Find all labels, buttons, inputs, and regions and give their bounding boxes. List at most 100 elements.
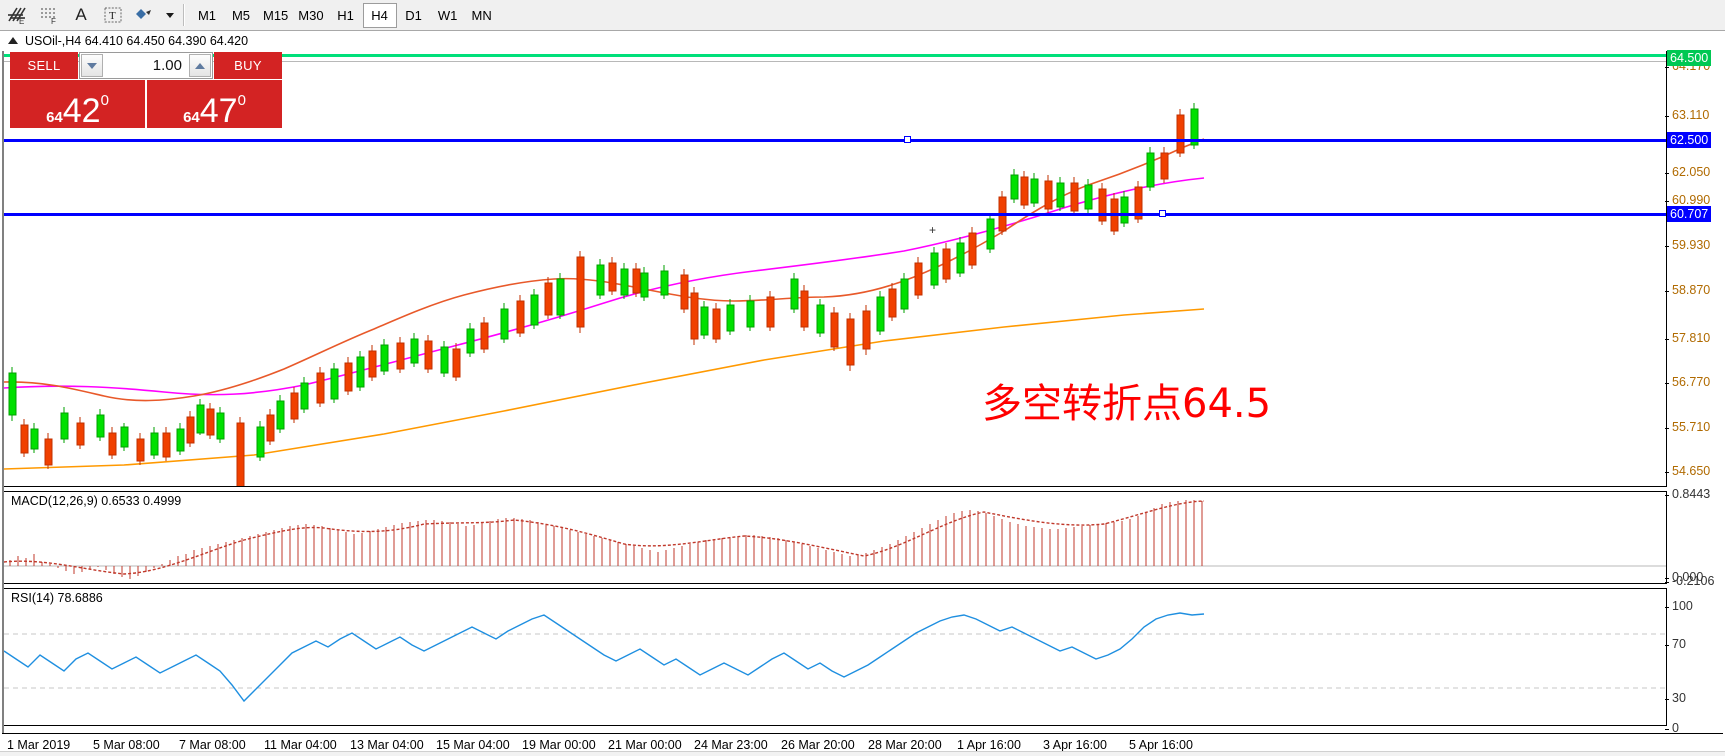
medium-ma-line: [4, 177, 1205, 396]
volume-stepper[interactable]: 1.00: [79, 52, 213, 79]
main-toolbar: E F A T: [0, 0, 1725, 31]
sell-price-main: 42: [62, 92, 101, 130]
expert-advisors-icon[interactable]: E: [2, 2, 32, 29]
svg-text:T: T: [109, 10, 116, 22]
timeframe-mn[interactable]: MN: [471, 7, 492, 23]
price-tick: 55.710: [1665, 420, 1710, 434]
chevron-up-icon: [195, 62, 205, 69]
time-axis[interactable]: 1 Mar 2019 5 Mar 08:00 7 Mar 08:00 11 Ma…: [2, 733, 1723, 756]
price-tick: 60.990: [1665, 193, 1710, 207]
rsi-chart-svg: [4, 612, 1666, 703]
volume-decrease-button[interactable]: [81, 54, 103, 77]
crosshair-marker: +: [929, 223, 937, 237]
slow-ma-line: [4, 308, 1205, 470]
rsi-scale-0: 0: [1665, 721, 1679, 735]
volume-input[interactable]: 1.00: [152, 57, 182, 74]
rsi-line: [4, 612, 1205, 703]
window-footer: [0, 751, 1725, 756]
time-label: 26 Mar 20:00: [781, 738, 855, 752]
buy-price-fraction: 0: [237, 92, 246, 109]
timeframe-w1[interactable]: W1: [437, 7, 458, 23]
trade-panel-price-row: 64 42 0 64 47 0: [10, 80, 282, 128]
price-scale[interactable]: 64.170 63.110 62.050 60.990 59.930 58.87…: [1665, 50, 1723, 735]
macd-scale-bottom: -0.2106: [1665, 574, 1714, 588]
time-label: 7 Mar 08:00: [179, 738, 246, 752]
svg-text:F: F: [51, 17, 56, 25]
text-box-icon[interactable]: T: [98, 2, 128, 29]
indicators-grid-icon[interactable]: F: [34, 2, 64, 29]
objects-dropdown-caret[interactable]: [162, 2, 178, 29]
price-tick: 54.650: [1665, 464, 1710, 478]
time-label: 5 Mar 08:00: [93, 738, 160, 752]
buy-button[interactable]: BUY: [214, 52, 282, 79]
sell-price-prefix: 64: [46, 109, 63, 126]
macd-chart-svg: [4, 500, 1666, 579]
timeframe-m15[interactable]: M15: [263, 7, 289, 23]
price-pane[interactable]: + 多空转折点64.5: [4, 51, 1667, 487]
buy-price-main: 47: [199, 92, 238, 130]
bid-price-badge: 64.500: [1667, 50, 1712, 66]
candlestick-series: [8, 103, 1199, 486]
svg-text:E: E: [19, 17, 24, 25]
bid-price-line[interactable]: [4, 54, 1666, 57]
level-badge-60707[interactable]: 60.707: [1667, 206, 1712, 222]
time-label: 11 Mar 04:00: [264, 738, 337, 752]
chart-area[interactable]: + 多空转折点64.5 MACD(12,26,9) 0.6533 0.4999: [2, 50, 1723, 735]
time-label: 24 Mar 23:00: [694, 738, 768, 752]
time-label: 3 Apr 16:00: [1043, 738, 1107, 752]
rsi-label: RSI(14) 78.6886: [9, 591, 105, 605]
rsi-scale-100: 100: [1665, 599, 1693, 613]
level-badge-62500[interactable]: 62.500: [1667, 132, 1712, 148]
volume-increase-button[interactable]: [189, 54, 211, 77]
buy-price-prefix: 64: [183, 109, 200, 126]
objects-arrows-icon[interactable]: [130, 2, 160, 29]
price-tick: 59.930: [1665, 238, 1710, 252]
time-label: 19 Mar 00:00: [522, 738, 596, 752]
timeframe-h1[interactable]: H1: [337, 7, 354, 23]
time-label: 21 Mar 00:00: [608, 738, 682, 752]
time-label: 5 Apr 16:00: [1129, 738, 1193, 752]
time-label: 28 Mar 20:00: [868, 738, 942, 752]
time-label: 15 Mar 04:00: [436, 738, 510, 752]
support-line-62500[interactable]: [4, 139, 1666, 142]
macd-scale-top: 0.8443: [1665, 487, 1710, 501]
sell-price-display[interactable]: 64 42 0: [10, 80, 145, 128]
timeframe-m5[interactable]: M5: [231, 7, 251, 23]
chevron-down-icon: [87, 62, 97, 69]
trade-panel-top-row: SELL 1.00 BUY: [10, 52, 282, 79]
chevron-down-icon: [166, 12, 174, 18]
price-tick: 62.050: [1665, 165, 1710, 179]
time-label: 13 Mar 04:00: [350, 738, 424, 752]
line-handle-62500[interactable]: [904, 136, 911, 143]
buy-price-display[interactable]: 64 47 0: [147, 80, 282, 128]
macd-label: MACD(12,26,9) 0.6533 0.4999: [9, 494, 184, 508]
chart-annotation-text[interactable]: 多空转折点64.5: [982, 381, 1272, 427]
rsi-indicator-pane[interactable]: RSI(14) 78.6886: [4, 588, 1667, 726]
sell-price-fraction: 0: [100, 92, 109, 109]
timeframe-m1[interactable]: M1: [197, 7, 217, 23]
text-label-icon[interactable]: A: [75, 5, 87, 24]
macd-scale-zero: 0.000: [1665, 570, 1703, 584]
macd-signal-line: [4, 500, 1205, 575]
line-handle-60707[interactable]: [1159, 210, 1166, 217]
macd-histogram: [9, 500, 1203, 579]
macd-indicator-pane[interactable]: MACD(12,26,9) 0.6533 0.4999: [4, 491, 1667, 584]
timeframe-m30[interactable]: M30: [298, 7, 324, 23]
support-line-60707[interactable]: [4, 213, 1666, 216]
collapse-triangle-icon[interactable]: [8, 37, 18, 44]
price-tick: 58.870: [1665, 283, 1710, 297]
sell-button[interactable]: SELL: [10, 52, 78, 79]
timeframe-h4[interactable]: H4: [362, 2, 397, 28]
time-label: 1 Mar 2019: [7, 738, 71, 752]
timeframe-d1[interactable]: D1: [405, 7, 422, 23]
price-tick: 56.770: [1665, 375, 1710, 389]
rsi-scale-30: 30: [1665, 691, 1686, 705]
time-label: 1 Apr 16:00: [957, 738, 1021, 752]
symbol-ohlc-text: USOil-,H4 64.410 64.450 64.390 64.420: [25, 33, 249, 48]
rsi-scale-70: 70: [1665, 637, 1686, 651]
price-tick: 57.810: [1665, 331, 1710, 345]
one-click-trading-panel[interactable]: SELL 1.00 BUY 64 42 0 64 47 0: [10, 52, 282, 128]
toolbar-divider: [183, 4, 185, 26]
symbol-quote-bar: USOil-,H4 64.410 64.450 64.390 64.420: [0, 31, 1725, 51]
